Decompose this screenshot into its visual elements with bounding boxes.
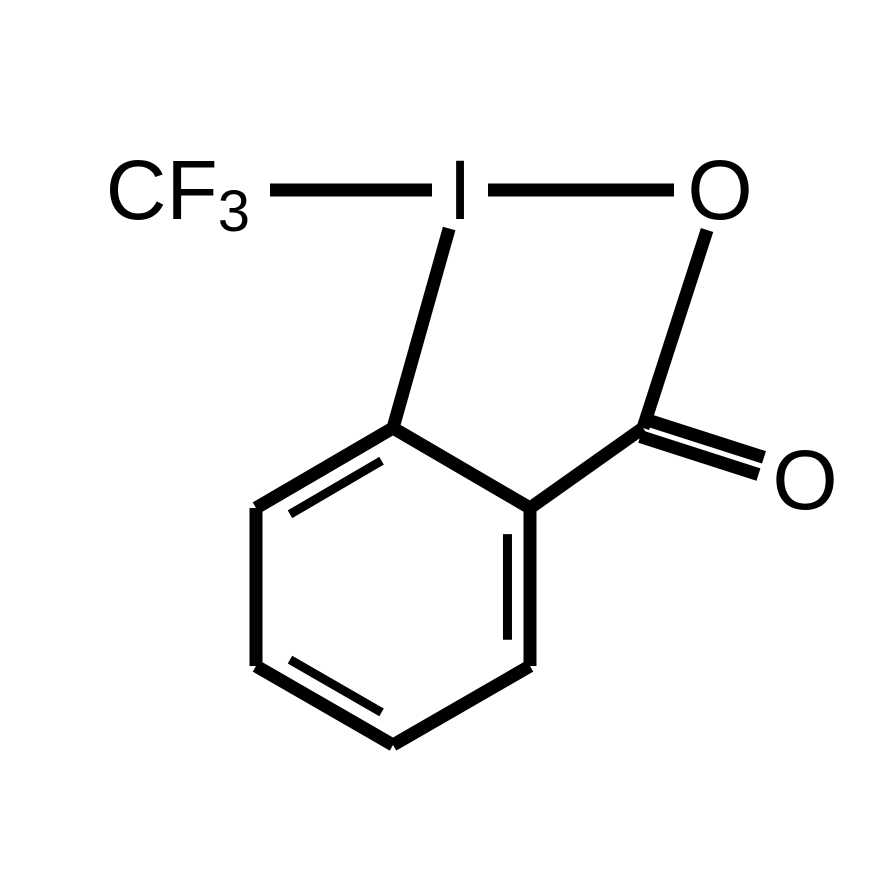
atom-I: I: [448, 143, 471, 237]
atom-O1: O: [687, 143, 752, 237]
atom-CF3: CF3: [106, 143, 250, 244]
molecule-canvas: CF3 I O O: [0, 0, 890, 890]
atom-O2: O: [772, 433, 837, 527]
